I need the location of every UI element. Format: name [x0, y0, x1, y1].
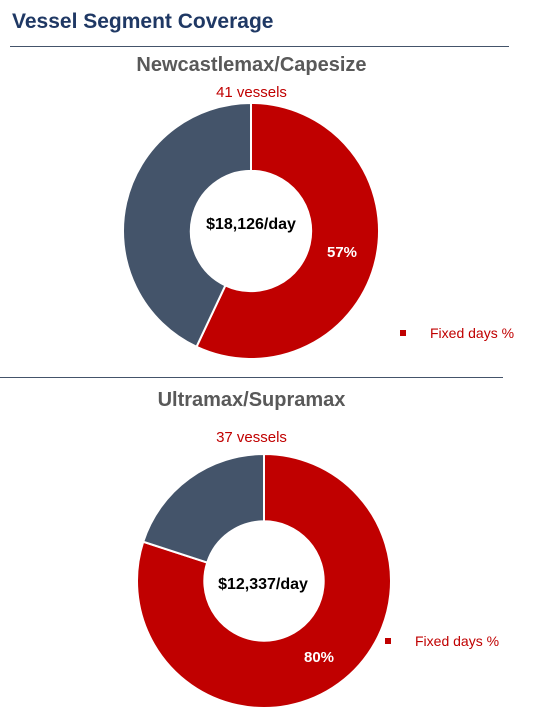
chart-2-title: Ultramax/Supramax: [157, 389, 346, 411]
legend-label: Fixed days %: [415, 633, 500, 649]
chart-2-fixed-pct-label: 80%: [304, 649, 335, 666]
chart-2-donut: [136, 452, 392, 709]
chart-1-center-label: $18,126/day: [206, 216, 296, 233]
legend-swatch: [385, 638, 391, 644]
section-divider: [0, 377, 503, 378]
chart-1-title: Newcastlemax/Capesize: [136, 54, 367, 76]
legend-swatch: [400, 330, 406, 336]
chart-2-subtitle: 37 vessels: [216, 429, 287, 446]
pie-slice-open: [122, 101, 252, 349]
pie-slice-open: [141, 452, 265, 564]
legend-label: Fixed days %: [430, 325, 515, 341]
chart-1-legend: Fixed days %: [400, 325, 514, 341]
chart-1-subtitle: 41 vessels: [216, 84, 287, 101]
chart-2-center-label: $12,337/day: [218, 576, 308, 593]
chart-1-fixed-pct-label: 57%: [327, 244, 358, 261]
chart-2-legend: Fixed days %: [385, 633, 499, 649]
title-divider: [10, 46, 509, 47]
chart-1-donut: [122, 101, 380, 360]
pie-slice-fixed: [136, 452, 392, 709]
page-title: Vessel Segment Coverage: [12, 10, 274, 33]
pie-slice-fixed: [195, 101, 380, 360]
